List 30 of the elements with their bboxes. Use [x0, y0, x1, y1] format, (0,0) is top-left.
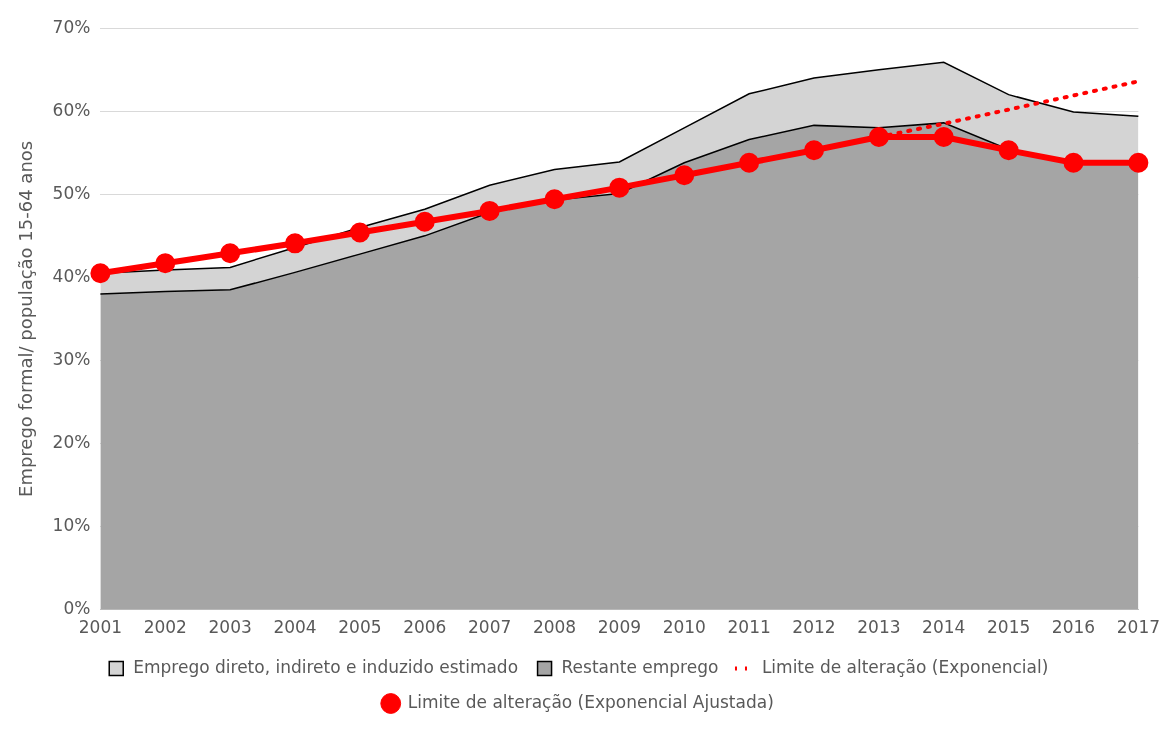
y-tick-label: 40%: [52, 265, 91, 286]
y-tick-label: 10%: [52, 514, 91, 535]
legend-label: Restante emprego: [561, 656, 719, 677]
legend-label: Limite de alteração (Exponencial): [761, 656, 1049, 677]
x-tick-label: 2017: [1116, 617, 1160, 638]
x-tick-label: 2009: [597, 617, 642, 638]
y-axis-title: Emprego formal/ população 15-64 anos: [15, 140, 37, 497]
x-tick-label: 2007: [468, 617, 512, 638]
x-tick-label: 2010: [662, 617, 706, 638]
y-tick-label: 70%: [52, 16, 91, 37]
y-tick-label: 20%: [52, 431, 91, 452]
x-tick-label: 2004: [273, 617, 317, 638]
x-tick-label: 2005: [338, 617, 382, 638]
x-tick-label: 2016: [1051, 617, 1096, 638]
x-tick-label: 2008: [532, 617, 577, 638]
x-tick-label: 2011: [727, 617, 771, 638]
x-tick-label: 2006: [403, 617, 447, 638]
legend-label: Limite de alteração (Exponencial Ajustada): [407, 691, 774, 712]
x-tick-label: 2012: [792, 617, 836, 638]
y-tick-label: 50%: [52, 182, 91, 203]
y-tick-label: 0%: [63, 598, 91, 619]
x-tick-label: 2003: [208, 617, 252, 638]
x-tick-label: 2015: [986, 617, 1031, 638]
x-tick-label: 2013: [857, 617, 901, 638]
x-tick-label: 2002: [143, 617, 187, 638]
x-tick-label: 2014: [922, 617, 966, 638]
x-tick-label: 2001: [78, 617, 123, 638]
y-tick-label: 60%: [52, 99, 91, 120]
legend-label: Emprego direto, indireto e induzido estimado: [133, 656, 519, 677]
y-tick-label: 30%: [52, 348, 91, 369]
